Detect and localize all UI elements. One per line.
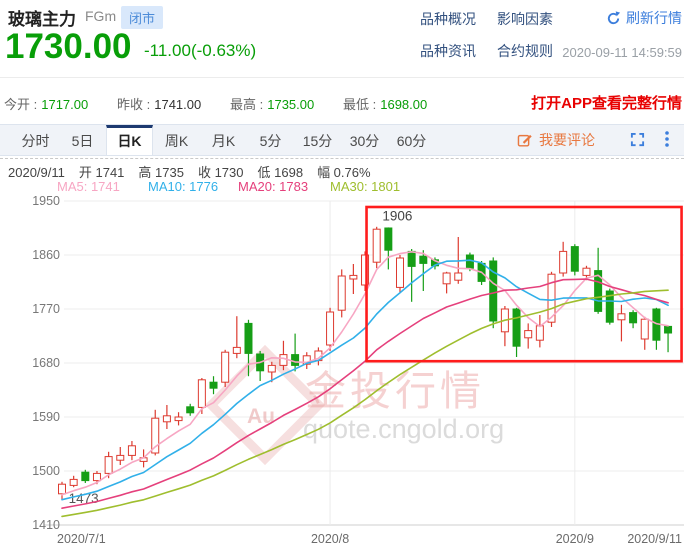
stat-low: 最低 :1698.00	[343, 97, 428, 112]
candle-range: 幅 0.76%	[317, 165, 371, 180]
candle-info-bar: 2020/9/11 开 1741 高 1735 收 1730 低 1698 幅 0.76%	[8, 162, 385, 181]
last-price: 1730.00	[5, 27, 132, 66]
quote-timestamp: 2020-09-11 14:59:59	[562, 45, 682, 60]
svg-text:1680: 1680	[32, 356, 60, 370]
fullscreen-button[interactable]	[630, 132, 645, 152]
ma30-label: MA30: 1801	[330, 179, 401, 194]
stat-today-open-value: 1717.00	[41, 97, 89, 112]
candle-close: 收 1730	[197, 165, 244, 180]
tab-60min[interactable]: 60分	[396, 133, 427, 149]
period-tabbar: 分时 5日 日K 周K 月K 5分 15分 30分 60分	[0, 124, 684, 156]
svg-text:2020/9: 2020/9	[556, 532, 594, 546]
stat-high-value: 1735.00	[267, 97, 315, 112]
svg-text:2020/8: 2020/8	[311, 532, 349, 546]
ma10-label: MA10: 1776	[148, 179, 219, 194]
refresh-icon	[606, 10, 621, 26]
fullscreen-icon	[630, 132, 645, 147]
more-options-button[interactable]	[660, 130, 674, 153]
tab-30min[interactable]: 30分	[349, 133, 380, 149]
svg-text:1410: 1410	[32, 518, 60, 532]
svg-text:1860: 1860	[32, 248, 60, 262]
market-status-badge: 闭市	[121, 6, 164, 29]
kebab-menu-icon	[665, 131, 669, 147]
svg-text:1950: 1950	[32, 194, 60, 208]
tab-monthly-k[interactable]: 月K	[211, 133, 236, 149]
tab-15min[interactable]: 15分	[302, 133, 333, 149]
candle-open: 开 1741	[78, 165, 125, 180]
menu-item-news[interactable]: 品种资讯	[420, 43, 476, 59]
comment-label: 我要评论	[539, 132, 595, 148]
svg-text:2020/9/11: 2020/9/11	[627, 532, 682, 546]
svg-text:2020/7/1: 2020/7/1	[57, 532, 106, 546]
refresh-quotes-button[interactable]: 刷新行情	[606, 8, 682, 28]
menu-item-overview[interactable]: 品种概况	[420, 11, 476, 27]
candle-high: 高 1735	[138, 165, 184, 180]
stat-today-open: 今开 :1717.00	[4, 97, 89, 112]
tab-weekly-k[interactable]: 周K	[164, 133, 189, 149]
candle-date: 2020/9/11	[8, 165, 65, 180]
menu-item-rules[interactable]: 合约规则	[497, 43, 553, 59]
refresh-label: 刷新行情	[626, 10, 682, 26]
tab-5min[interactable]: 5分	[259, 133, 282, 149]
svg-text:Au: Au	[247, 405, 275, 428]
ma20-label: MA20: 1783	[238, 179, 309, 194]
svg-text:quote.cngold.org: quote.cngold.org	[303, 414, 504, 444]
tabbar-chart-divider	[0, 158, 684, 159]
symbol-code: FGm	[85, 8, 117, 24]
stat-high: 最高 :1735.00	[230, 97, 315, 112]
svg-text:1770: 1770	[32, 302, 60, 316]
tab-5day[interactable]: 5日	[71, 133, 94, 149]
header-divider	[0, 77, 684, 78]
open-app-link[interactable]: 打开APP查看完整行情	[531, 95, 682, 112]
comment-button[interactable]: 我要评论	[517, 130, 595, 150]
stat-low-value: 1698.00	[380, 97, 428, 112]
stat-prev-close-value: 1741.00	[154, 97, 202, 112]
ma5-label: MA5: 1741	[57, 179, 120, 194]
price-change: -11.00(-0.63%)	[144, 41, 257, 60]
tab-timeline[interactable]: 分时	[21, 133, 50, 149]
svg-text:金投行情: 金投行情	[305, 368, 485, 414]
stat-prev-close: 昨收 :1741.00	[117, 97, 202, 112]
tab-daily-k[interactable]: 日K	[106, 125, 153, 155]
page-title: 玻璃主力	[8, 10, 76, 29]
svg-text:1906: 1906	[382, 208, 412, 223]
pencil-icon	[517, 132, 533, 148]
candle-low: 低 1698	[257, 165, 304, 180]
svg-text:1500: 1500	[32, 464, 60, 478]
svg-text:1590: 1590	[32, 410, 60, 424]
menu-item-factors[interactable]: 影响因素	[497, 11, 553, 27]
